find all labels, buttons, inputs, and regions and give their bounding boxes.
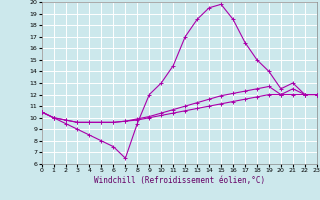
X-axis label: Windchill (Refroidissement éolien,°C): Windchill (Refroidissement éolien,°C): [94, 176, 265, 185]
